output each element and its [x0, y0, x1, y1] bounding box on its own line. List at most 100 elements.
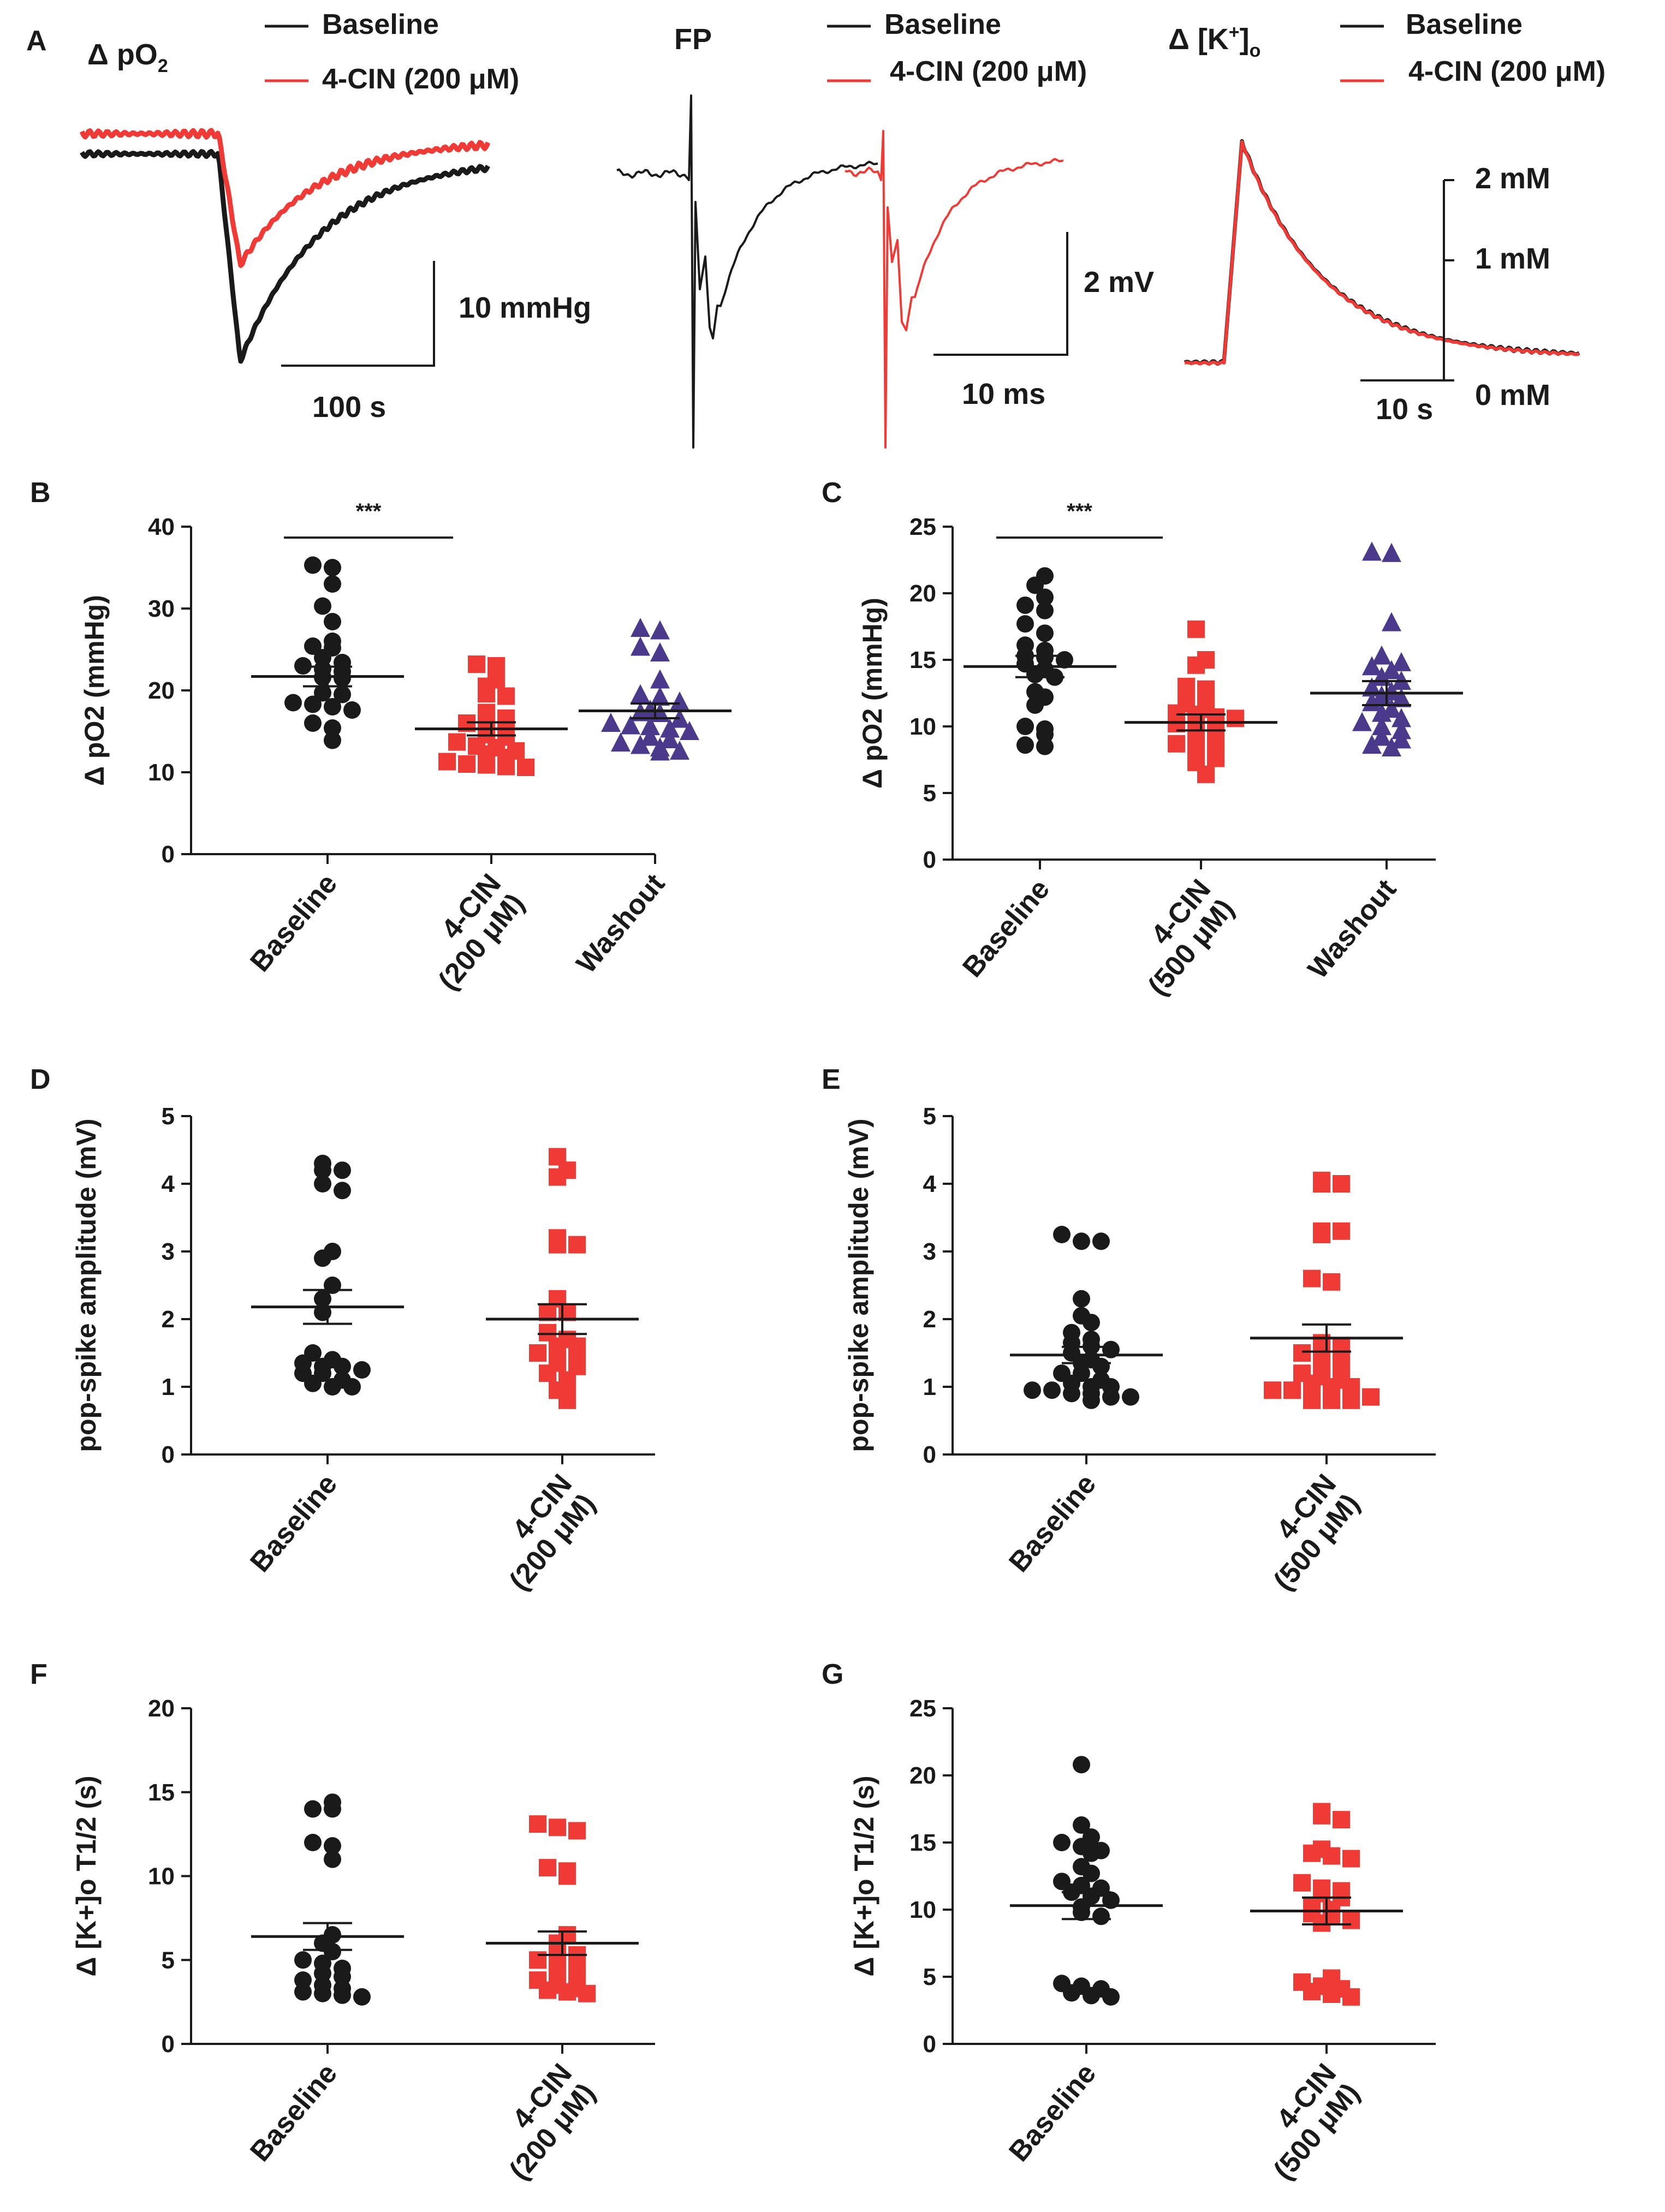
data-point: [1063, 1984, 1080, 2002]
series-d-0: [251, 1154, 404, 1396]
data-point: [1323, 1985, 1340, 2003]
po2-title: Δ pO2: [87, 38, 168, 76]
series-b-0: [251, 556, 404, 749]
data-point: [1026, 696, 1044, 714]
panel-c: C 0 5 10 15 20 25 Δ pO2 (mmHg) Baseline 4-CIN(500…: [822, 477, 1463, 1001]
data-point: [304, 1800, 322, 1818]
data-point: [1036, 601, 1054, 619]
y-axis-label-b: Δ pO2 (mmHg): [79, 595, 110, 786]
data-point: [650, 642, 670, 661]
data-point: [1342, 1911, 1360, 1929]
data-point: [353, 1361, 371, 1379]
y-tick-label: 25: [909, 1695, 936, 1722]
data-point: [1092, 1907, 1110, 1925]
data-point: [304, 637, 322, 655]
y-tick-label: 0: [162, 2031, 175, 2058]
data-point: [601, 713, 621, 732]
data-point: [1372, 716, 1392, 735]
y-tick-label: 2: [923, 1306, 936, 1333]
y-tick-label: 5: [923, 1964, 936, 1990]
data-point: [1372, 726, 1392, 746]
data-point: [558, 1391, 576, 1409]
data-point: [1016, 615, 1034, 633]
data-point: [343, 701, 361, 719]
data-point: [1303, 1391, 1321, 1409]
data-point: [631, 684, 650, 703]
series-b-2: [579, 618, 732, 761]
data-point: [1362, 735, 1382, 754]
data-point: [1102, 1988, 1120, 2006]
data-point: [680, 721, 699, 740]
data-point: [1333, 1811, 1350, 1829]
y-tick-label: 15: [909, 647, 936, 673]
fp-title: FP: [674, 23, 712, 56]
y-tick-label: 1: [162, 1374, 175, 1400]
series-g-1: [1250, 1803, 1403, 2006]
data-point: [1227, 709, 1244, 728]
data-point: [640, 716, 660, 735]
po2-trace-baseline: [80, 148, 490, 364]
data-point: [1382, 542, 1401, 562]
series-d-1: [486, 1148, 639, 1409]
data-point: [670, 691, 689, 711]
panel-f: F 0 5 10 15 20 Δ [K+]o T1/2 (s) Baseline 4-CIN(2…: [30, 1659, 655, 2186]
data-point: [568, 1236, 586, 1254]
data-point: [334, 1182, 351, 1200]
k-scale-x-label: 10 s: [1376, 393, 1433, 426]
data-point: [1283, 1381, 1301, 1399]
y-tick-label: 0: [923, 2031, 936, 2058]
data-point: [578, 1984, 596, 2002]
panel-letter-a: A: [26, 25, 47, 57]
y-tick-label: 0: [162, 1441, 175, 1468]
data-point: [1362, 677, 1382, 697]
series-g-0: [1010, 1756, 1163, 2006]
series-f-1: [486, 1815, 639, 2002]
x-category-label: Baseline: [244, 2058, 343, 2167]
data-point: [1043, 1381, 1061, 1399]
data-point: [1362, 692, 1382, 712]
y-tick-label: 2: [162, 1306, 175, 1333]
data-point: [1036, 624, 1054, 642]
data-point: [1026, 576, 1044, 594]
y-tick-label: 20: [909, 580, 936, 607]
panel-a: A Δ pO2 Baseline 4-CIN (200 μM) 10 mmHg …: [26, 9, 1605, 449]
data-point: [1197, 765, 1215, 783]
y-tick-label: 10: [909, 1897, 936, 1923]
data-point: [1073, 1816, 1090, 1834]
y-tick-label: 3: [162, 1238, 175, 1265]
data-point: [1024, 1381, 1041, 1399]
data-point: [1092, 1232, 1110, 1250]
fp-trace-baseline: [616, 94, 878, 449]
data-point: [611, 732, 631, 752]
y-tick-label: 20: [148, 677, 175, 704]
x-category-label: Washout: [570, 868, 671, 979]
data-point: [1362, 541, 1382, 561]
y-tick-label: 10: [148, 759, 175, 786]
data-point: [1293, 1344, 1311, 1362]
data-point: [334, 685, 351, 703]
po2-trace-group: Δ pO2 Baseline 4-CIN (200 μM) 10 mmHg 10…: [79, 9, 591, 424]
significance-label: ***: [356, 499, 382, 523]
data-point: [1333, 1175, 1350, 1193]
data-point: [1016, 736, 1034, 754]
y-tick-label: 30: [148, 595, 175, 622]
po2-scale-y-label: 10 mmHg: [459, 291, 591, 324]
data-point: [539, 1859, 556, 1877]
y-tick-label: 15: [909, 1829, 936, 1856]
series-c-0: [964, 567, 1116, 755]
data-point: [1036, 737, 1054, 755]
data-point: [529, 1815, 546, 1833]
po2-trace-4cin: [79, 128, 491, 268]
fp-legend-baseline: Baseline: [884, 9, 1001, 40]
y-tick-label: 5: [162, 1947, 175, 1973]
data-point: [324, 1850, 341, 1868]
panel-letter-b: B: [30, 477, 51, 509]
data-point: [1293, 1874, 1311, 1892]
data-point: [497, 758, 515, 776]
data-point: [650, 669, 670, 689]
data-point: [304, 714, 322, 732]
x-category-label: 4-CIN(500 μM): [1119, 873, 1240, 1001]
x-category-label: Baseline: [1003, 1468, 1102, 1578]
data-point: [314, 1249, 331, 1267]
data-point: [1382, 612, 1401, 631]
